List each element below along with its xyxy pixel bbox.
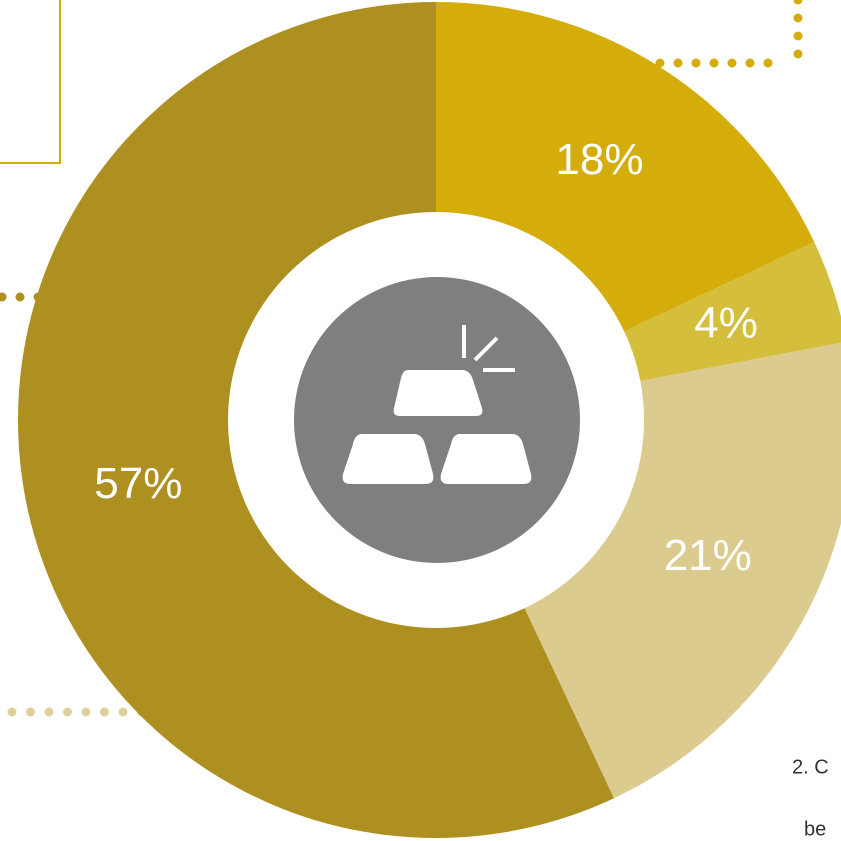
gold-bars-icon [342,325,532,484]
data-label: 57% [94,459,182,508]
annotation: be [804,818,826,840]
data-label: 4% [694,298,758,347]
annotation: 2. C [792,756,829,778]
data-label: 21% [664,531,752,580]
data-label: 18% [555,135,643,184]
icon-circle [294,277,580,563]
